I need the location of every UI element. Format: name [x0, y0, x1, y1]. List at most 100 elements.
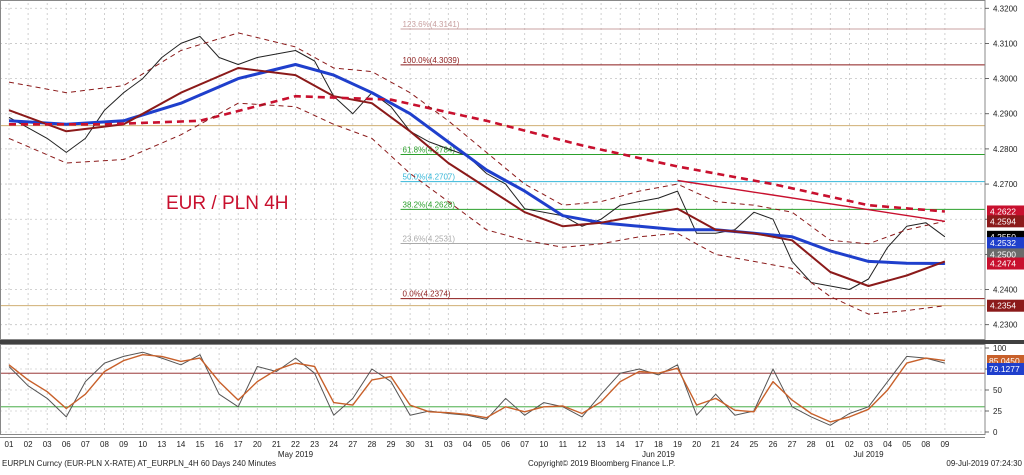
x-tick-label: 12 — [578, 440, 587, 449]
y-tick-label: 4.3000 — [993, 75, 1018, 84]
x-tick-label: 08 — [921, 440, 930, 449]
price-tag-background — [987, 205, 1024, 218]
x-tick-label: 24 — [730, 440, 739, 449]
x-tick-label: 22 — [291, 440, 300, 449]
oscillator-y-tick-label: 25 — [993, 407, 1002, 416]
price-tag-value: 4.2354 — [990, 301, 1016, 311]
y-tick-label: 4.3200 — [993, 4, 1018, 13]
x-tick-label: 25 — [749, 440, 758, 449]
oscillator-panel-frame — [0, 344, 986, 435]
x-tick-label: 21 — [711, 440, 720, 449]
price-tag-value: 4.2500 — [990, 249, 1016, 259]
x-tick-label: 20 — [253, 440, 262, 449]
panel-frames — [0, 0, 1024, 438]
x-tick-label: 29 — [387, 440, 396, 449]
x-tick-label: 09 — [940, 440, 949, 449]
oscillator-y-tick-label: 0 — [993, 428, 998, 437]
price-tag-value: 4.2550 — [990, 232, 1016, 242]
fibonacci-label: 38.2%(4.2628) — [403, 200, 456, 209]
fibonacci-levels: 123.6%(4.3141) 100.0%(4.3039) 61.8%(4.2784… — [0, 20, 985, 307]
series-fast-moving-average — [8, 63, 945, 265]
axes: 4.23004.24004.25004.26004.27004.28004.29… — [5, 4, 1018, 459]
x-tick-label: 31 — [425, 440, 434, 449]
x-tick-label: 26 — [769, 440, 778, 449]
x-tick-label: 15 — [196, 440, 205, 449]
y-tick-label: 4.2900 — [993, 110, 1018, 119]
x-tick-label: 14 — [176, 440, 185, 449]
x-tick-label: 05 — [902, 440, 911, 449]
footer-timestamp: 09-Jul-2019 07:24:30 — [946, 459, 1022, 468]
x-tick-label: 10 — [138, 440, 147, 449]
series-layer — [0, 32, 985, 426]
x-tick-label: 09 — [119, 440, 128, 449]
x-tick-label: 30 — [406, 440, 415, 449]
x-tick-label: 04 — [463, 440, 472, 449]
series-mid-moving-average — [8, 67, 946, 287]
series-oscillator-fast — [8, 351, 946, 426]
x-tick-label: 19 — [673, 440, 682, 449]
x-tick-label: 08 — [100, 440, 109, 449]
x-month-label: May 2019 — [278, 450, 314, 459]
x-tick-label: 11 — [559, 440, 568, 449]
fibonacci-label: 100.0%(4.3039) — [403, 56, 460, 65]
series-slow-moving-average — [9, 94, 946, 213]
price-tag-value: 4.2594 — [990, 216, 1016, 226]
x-tick-label: 07 — [81, 440, 90, 449]
x-tick-label: 24 — [329, 440, 338, 449]
x-tick-label: 21 — [272, 440, 281, 449]
chart-title: EUR / PLN 4H — [166, 193, 288, 214]
oscillator-tag-background — [987, 363, 1024, 375]
price-tag-value: 4.2622 — [990, 206, 1016, 216]
series-oscillator-slow — [8, 354, 945, 423]
x-tick-label: 14 — [616, 440, 625, 449]
panel-separator — [0, 340, 1024, 344]
oscillator-y-tick-label: 50 — [993, 386, 1002, 395]
x-tick-label: 02 — [845, 440, 854, 449]
price-tag-background — [987, 257, 1024, 270]
oscillator-tag-value: 85.0450 — [989, 356, 1020, 366]
x-month-label: Jul 2019 — [853, 450, 884, 459]
footer-security-description: EURPLN Curncy (EUR-PLN X-RATE) AT_EURPLN… — [2, 459, 276, 468]
y-tick-label: 4.2800 — [993, 145, 1018, 154]
x-tick-label: 02 — [24, 440, 33, 449]
fibonacci-label: 61.8%(4.2784) — [403, 146, 456, 155]
price-tag-value: 4.2532 — [990, 238, 1016, 248]
grid — [0, 3, 985, 433]
series-trendline — [677, 179, 946, 222]
x-tick-label: 03 — [444, 440, 453, 449]
price-tag-background — [987, 237, 1024, 250]
x-tick-label: 17 — [635, 440, 644, 449]
y-tick-label: 4.3100 — [993, 39, 1018, 48]
oscillator-tag-value: 79.1277 — [989, 364, 1020, 374]
x-tick-label: 18 — [654, 440, 663, 449]
x-tick-label: 20 — [692, 440, 701, 449]
x-tick-label: 07 — [520, 440, 529, 449]
fibonacci-label: 123.6%(4.3141) — [403, 20, 460, 29]
x-tick-label: 28 — [367, 440, 376, 449]
fibonacci-label: 50.0%(4.2707) — [403, 173, 456, 182]
fibonacci-label: 23.6%(4.2531) — [403, 234, 456, 243]
y-tick-label: 4.2400 — [993, 286, 1018, 295]
x-tick-label: 13 — [157, 440, 166, 449]
price-tag-background — [987, 299, 1024, 312]
x-tick-label: 27 — [348, 440, 357, 449]
x-tick-label: 01 — [826, 440, 835, 449]
footer-copyright: Copyright© 2019 Bloomberg Finance L.P. — [528, 459, 675, 468]
price-tag-value: 4.2474 — [990, 259, 1016, 269]
x-tick-label: 01 — [5, 440, 14, 449]
y-tick-label: 4.2700 — [993, 180, 1018, 189]
x-tick-label: 13 — [597, 440, 606, 449]
x-tick-label: 16 — [215, 440, 224, 449]
x-tick-label: 03 — [864, 440, 873, 449]
x-tick-label: 06 — [62, 440, 71, 449]
price-panel-frame — [0, 0, 986, 340]
x-tick-label: 28 — [807, 440, 816, 449]
fibonacci-label: 0.0%(4.2374) — [403, 290, 451, 299]
x-tick-label: 04 — [883, 440, 892, 449]
x-tick-label: 23 — [310, 440, 319, 449]
y-tick-label: 4.2300 — [993, 321, 1018, 330]
x-tick-label: 10 — [539, 440, 548, 449]
x-tick-label: 05 — [482, 440, 491, 449]
